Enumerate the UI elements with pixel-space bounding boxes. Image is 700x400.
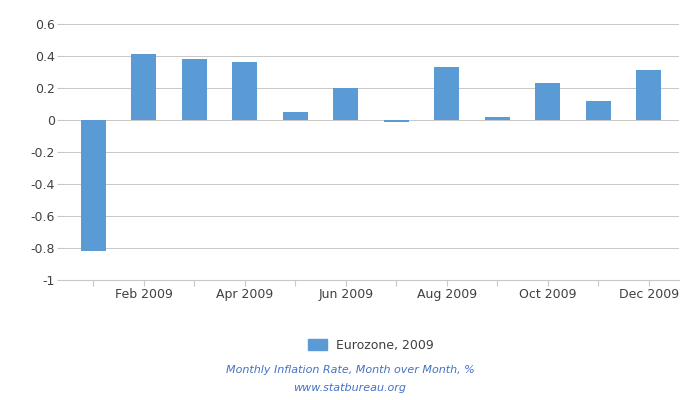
- Bar: [182, 59, 207, 120]
- Bar: [586, 101, 611, 120]
- Bar: [636, 70, 662, 120]
- Legend: Eurozone, 2009: Eurozone, 2009: [302, 334, 440, 357]
- Bar: [232, 62, 258, 120]
- Bar: [131, 54, 156, 120]
- Bar: [434, 67, 459, 120]
- Bar: [283, 112, 308, 120]
- Bar: [484, 117, 510, 120]
- Bar: [384, 120, 409, 122]
- Bar: [535, 83, 560, 120]
- Text: Monthly Inflation Rate, Month over Month, %: Monthly Inflation Rate, Month over Month…: [225, 365, 475, 375]
- Text: www.statbureau.org: www.statbureau.org: [293, 383, 407, 393]
- Bar: [333, 88, 358, 120]
- Bar: [80, 120, 106, 251]
